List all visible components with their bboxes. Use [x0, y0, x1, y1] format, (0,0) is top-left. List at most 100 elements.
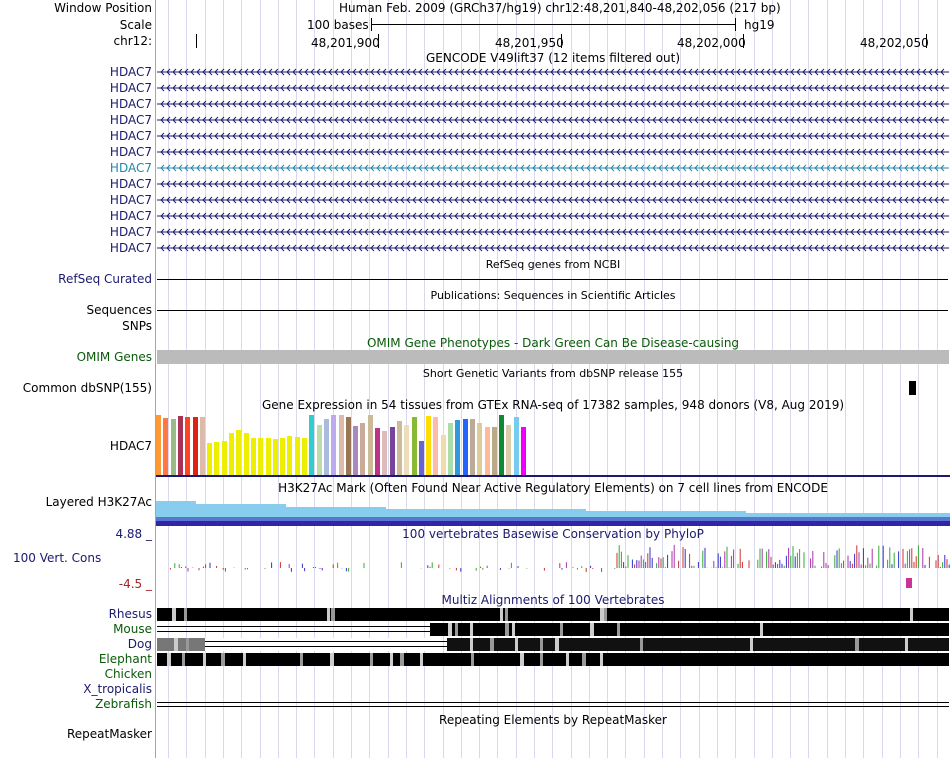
- gtex-tissue-bar[interactable]: [163, 418, 169, 475]
- gtex-tissue-bar[interactable]: [353, 426, 359, 475]
- gencode-transcript-line[interactable]: [157, 243, 949, 253]
- gtex-tissue-bar[interactable]: [448, 423, 453, 475]
- gtex-tissue-bar[interactable]: [258, 438, 264, 475]
- h3k27ac-signal[interactable]: [156, 496, 950, 526]
- gtex-tissue-bar[interactable]: [185, 417, 191, 475]
- gencode-transcript-line[interactable]: [157, 211, 949, 221]
- alignment-block[interactable]: [157, 608, 949, 621]
- gencode-transcript-line[interactable]: [157, 227, 949, 237]
- gtex-tissue-bar[interactable]: [462, 419, 468, 475]
- gencode-transcript-label[interactable]: HDAC7: [109, 225, 152, 239]
- multiz-species-label[interactable]: Rhesus: [108, 607, 152, 621]
- gencode-transcript-line[interactable]: [157, 67, 949, 77]
- gencode-transcript-line[interactable]: [157, 179, 949, 189]
- gtex-tissue-bar[interactable]: [243, 433, 249, 475]
- gencode-transcript-line[interactable]: [157, 115, 949, 125]
- publications-track-label[interactable]: Sequences: [86, 303, 152, 317]
- gencode-transcript-label[interactable]: HDAC7: [109, 65, 152, 79]
- gencode-transcript-label[interactable]: HDAC7: [109, 241, 152, 255]
- publications-track-title[interactable]: Publications: Sequences in Scientific Ar…: [430, 289, 676, 302]
- gencode-transcript-label[interactable]: HDAC7: [109, 193, 152, 207]
- gencode-transcript-line[interactable]: [157, 195, 949, 205]
- gtex-tissue-bar[interactable]: [411, 417, 417, 475]
- gtex-tissue-bar[interactable]: [323, 419, 329, 475]
- multiz-track-title[interactable]: Multiz Alignments of 100 Vertebrates: [441, 593, 665, 607]
- gtex-tissue-bar[interactable]: [156, 415, 161, 475]
- gencode-transcript-line[interactable]: [157, 83, 949, 93]
- gtex-tissue-bar[interactable]: [294, 437, 300, 475]
- gtex-tissue-bar[interactable]: [272, 439, 278, 475]
- chrom-label[interactable]: chr12:: [113, 34, 152, 48]
- gtex-tissue-bar[interactable]: [309, 415, 315, 475]
- phylop-signal[interactable]: [156, 540, 950, 592]
- gtex-tissue-bar[interactable]: [491, 427, 497, 475]
- gtex-bar-chart[interactable]: [156, 413, 950, 475]
- gtex-track-label[interactable]: HDAC7: [109, 439, 152, 453]
- gtex-tissue-bar[interactable]: [513, 417, 519, 475]
- gencode-transcript-line[interactable]: [157, 163, 949, 173]
- gencode-transcript-label[interactable]: HDAC7: [109, 177, 152, 191]
- omim-track-title[interactable]: OMIM Gene Phenotypes - Dark Green Can Be…: [366, 336, 740, 350]
- gtex-tissue-bar[interactable]: [375, 428, 380, 475]
- refseq-transcript[interactable]: [157, 279, 948, 280]
- gtex-tissue-bar[interactable]: [316, 425, 322, 475]
- repeatmasker-track-label[interactable]: RepeatMasker: [66, 727, 152, 741]
- alignment-block[interactable]: [157, 638, 205, 651]
- window-position-label[interactable]: Window Position: [54, 1, 152, 15]
- gencode-transcript-label[interactable]: HDAC7: [109, 97, 152, 111]
- gtex-tissue-bar[interactable]: [338, 415, 344, 475]
- dbsnp-track-title[interactable]: Short Genetic Variants from dbSNP releas…: [422, 367, 684, 380]
- multiz-species-label[interactable]: X_tropicalis: [83, 682, 152, 696]
- gtex-tissue-bar[interactable]: [170, 419, 176, 475]
- phylop-track-label[interactable]: 100 Vert. Cons: [13, 551, 102, 565]
- gtex-tissue-bar[interactable]: [360, 423, 366, 475]
- scale-label[interactable]: Scale: [119, 18, 152, 32]
- gencode-transcript-line[interactable]: [157, 147, 949, 157]
- gtex-tissue-bar[interactable]: [214, 442, 220, 475]
- gtex-tissue-bar[interactable]: [477, 423, 483, 475]
- repeatmasker-track-title[interactable]: Repeating Elements by RepeatMasker: [439, 713, 667, 727]
- h3k27ac-track-label[interactable]: Layered H3K27Ac: [45, 495, 152, 509]
- multiz-species-label[interactable]: Zebrafish: [95, 697, 152, 711]
- gtex-tissue-bar[interactable]: [440, 435, 446, 475]
- gtex-tissue-bar[interactable]: [287, 436, 293, 475]
- gtex-tissue-bar[interactable]: [404, 425, 410, 475]
- gtex-tissue-bar[interactable]: [302, 438, 307, 475]
- gtex-tissue-bar[interactable]: [521, 427, 526, 475]
- gencode-transcript-label[interactable]: HDAC7: [109, 129, 152, 143]
- gtex-tissue-bar[interactable]: [367, 415, 373, 475]
- h3k27ac-track-title[interactable]: H3K27Ac Mark (Often Found Near Active Re…: [278, 481, 828, 495]
- alignment-block[interactable]: [157, 653, 949, 666]
- gtex-tissue-bar[interactable]: [396, 421, 402, 475]
- gencode-transcript-label[interactable]: HDAC7: [109, 209, 152, 223]
- gtex-tissue-bar[interactable]: [192, 417, 198, 475]
- alignment-block[interactable]: [430, 623, 949, 636]
- snp-variant[interactable]: [909, 381, 916, 395]
- gtex-tissue-bar[interactable]: [345, 417, 351, 475]
- gtex-tissue-bar[interactable]: [389, 427, 395, 475]
- gtex-tissue-bar[interactable]: [418, 441, 424, 475]
- phylop-track-title[interactable]: 100 vertebrates Basewise Conservation by…: [402, 527, 704, 541]
- gtex-tissue-bar[interactable]: [499, 415, 505, 475]
- gtex-tissue-bar[interactable]: [426, 416, 432, 475]
- gtex-tissue-bar[interactable]: [280, 438, 286, 475]
- gtex-tissue-bar[interactable]: [250, 438, 256, 475]
- multiz-species-label[interactable]: Mouse: [113, 622, 152, 636]
- gtex-track-title[interactable]: Gene Expression in 54 tissues from GTEx …: [261, 398, 845, 412]
- gtex-tissue-bar[interactable]: [207, 443, 213, 475]
- publications-feature[interactable]: [157, 310, 948, 311]
- gtex-tissue-bar[interactable]: [506, 425, 512, 475]
- gtex-tissue-bar[interactable]: [484, 427, 490, 475]
- refseq-track-title[interactable]: RefSeq genes from NCBI: [485, 258, 621, 271]
- omim-track-label[interactable]: OMIM Genes: [76, 350, 152, 364]
- alignment-block[interactable]: [447, 638, 949, 651]
- gencode-transcript-label[interactable]: HDAC7: [109, 161, 152, 175]
- gencode-transcript-line[interactable]: [157, 99, 949, 109]
- gtex-tissue-bar[interactable]: [199, 417, 205, 475]
- dbsnp-track-label[interactable]: Common dbSNP(155): [22, 381, 152, 395]
- gtex-tissue-bar[interactable]: [229, 433, 234, 475]
- gtex-tissue-bar[interactable]: [382, 431, 388, 475]
- gtex-tissue-bar[interactable]: [236, 430, 242, 475]
- gtex-tissue-bar[interactable]: [265, 438, 271, 475]
- gtex-tissue-bar[interactable]: [469, 419, 475, 475]
